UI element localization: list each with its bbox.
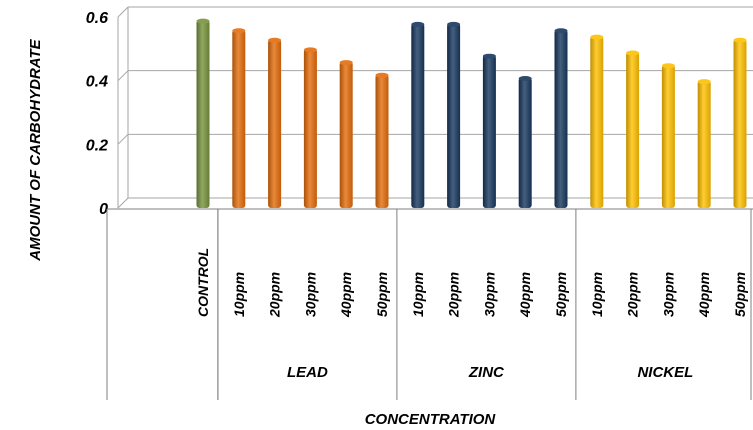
grid-line (117, 133, 129, 145)
y-axis-ticks: 0 0.2 0.4 0.6 (86, 10, 108, 218)
bar (554, 29, 568, 208)
bar (661, 64, 675, 208)
bar-top (590, 34, 604, 40)
x-tick-label: 50ppm (374, 272, 390, 317)
group-label: ZINC (468, 364, 505, 381)
bar-top (482, 53, 496, 59)
bar (626, 52, 640, 209)
bar (447, 23, 461, 208)
x-tick-label: 30ppm (481, 272, 497, 317)
bar (232, 29, 246, 208)
y-tick-label: 0.2 (86, 137, 108, 154)
bar-top (697, 79, 711, 85)
bar-top (375, 72, 389, 78)
bar (375, 74, 389, 208)
bar (733, 39, 747, 209)
x-tick-label: 40ppm (517, 272, 533, 318)
x-tick-label: 30ppm (660, 272, 676, 317)
x-tick-label: 20ppm (625, 272, 641, 318)
x-tick-label: 20ppm (446, 272, 462, 318)
bar-top (554, 28, 568, 34)
bar (303, 48, 317, 209)
bar (518, 77, 532, 208)
x-tick-label: 40ppm (696, 272, 712, 318)
x-axis: CONTROL 10ppm 20ppm 30ppm 40ppm 50ppm 10ppm 20p… (106, 208, 753, 400)
bar (697, 80, 711, 208)
group-label: LEAD (287, 364, 328, 381)
x-tick-label: 50ppm (553, 272, 569, 317)
bar (268, 39, 282, 209)
bar-top (339, 60, 353, 66)
x-tick-label: 10ppm (231, 272, 247, 317)
x-tick-label: 20ppm (267, 272, 283, 318)
grid-line (117, 70, 129, 82)
bar (339, 61, 353, 208)
bar (482, 55, 496, 209)
bar-top (518, 75, 532, 81)
x-tick-label: 40ppm (338, 272, 354, 318)
x-tick-label: CONTROL (195, 248, 211, 317)
bar-top (411, 21, 425, 27)
group-label: NICKEL (637, 364, 693, 381)
bar-top (303, 47, 317, 53)
bar (411, 23, 425, 208)
grid-lines (117, 6, 753, 209)
bar-top (626, 50, 640, 56)
bar (196, 20, 210, 208)
grid-line (117, 6, 129, 18)
bar-top (268, 37, 282, 43)
grid-line (117, 197, 129, 209)
bar-top (661, 63, 675, 69)
bar (590, 36, 604, 208)
x-tick-label: 50ppm (732, 272, 748, 317)
x-axis-title: CONCENTRATION (365, 411, 497, 428)
bars (196, 18, 747, 209)
x-tick-label: 10ppm (589, 272, 605, 317)
y-tick-label: 0.6 (86, 10, 108, 27)
y-tick-label: 0.4 (86, 74, 108, 91)
x-tick-label: 10ppm (410, 272, 426, 317)
bar-top (232, 28, 246, 34)
bar-top (196, 18, 210, 24)
x-tick-label: 30ppm (302, 272, 318, 317)
y-axis-title: AMOUNT OF CARBOHYDRATE (27, 38, 44, 261)
y-tick-label: 0 (99, 201, 108, 218)
bar-top (447, 21, 461, 27)
bar-top (733, 37, 747, 43)
